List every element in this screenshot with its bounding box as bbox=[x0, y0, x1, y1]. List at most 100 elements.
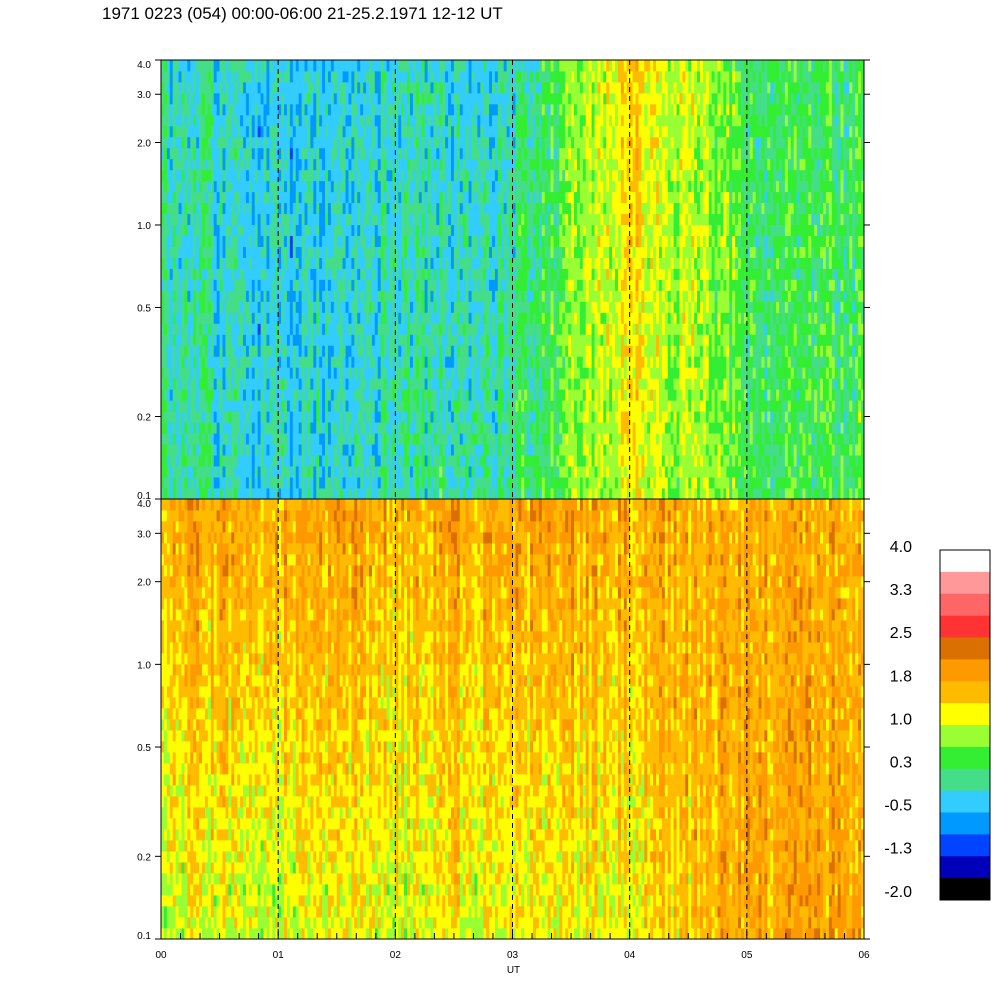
heatmap-cell bbox=[342, 246, 346, 258]
heatmap-cell bbox=[351, 114, 355, 127]
heatmap-cell bbox=[363, 378, 367, 390]
heatmap-cell bbox=[386, 257, 390, 269]
heatmap-cell bbox=[477, 125, 481, 138]
heatmap-cell bbox=[266, 202, 270, 215]
heatmap-cell bbox=[389, 345, 393, 357]
heatmap-cell bbox=[304, 180, 308, 193]
heatmap-cell bbox=[172, 169, 177, 182]
heatmap-cell bbox=[512, 290, 516, 302]
heatmap-cell bbox=[395, 444, 399, 456]
heatmap-cell bbox=[521, 345, 525, 357]
heatmap-cell bbox=[213, 213, 218, 226]
heatmap-cell bbox=[193, 433, 197, 445]
heatmap-cell bbox=[202, 488, 206, 500]
heatmap-cell bbox=[330, 477, 335, 489]
heatmap-cell bbox=[436, 301, 440, 313]
heatmap-cell bbox=[348, 213, 352, 226]
heatmap-cell bbox=[257, 246, 261, 258]
heatmap-cell bbox=[181, 81, 185, 94]
heatmap-cell bbox=[225, 279, 229, 291]
heatmap-cell bbox=[506, 235, 510, 247]
heatmap-cell bbox=[348, 202, 352, 215]
heatmap-cell bbox=[243, 60, 247, 72]
heatmap-cell bbox=[442, 290, 446, 302]
heatmap-cell bbox=[401, 136, 405, 149]
heatmap-cell bbox=[325, 455, 329, 467]
heatmap-cell bbox=[421, 345, 426, 357]
heatmap-cell bbox=[368, 147, 373, 160]
heatmap-cell bbox=[322, 422, 326, 434]
heatmap-cell bbox=[327, 433, 332, 445]
heatmap-cell bbox=[172, 213, 177, 226]
heatmap-cell bbox=[357, 125, 361, 138]
heatmap-cell bbox=[389, 466, 393, 478]
heatmap-cell bbox=[450, 444, 455, 456]
heatmap-cell bbox=[380, 323, 385, 335]
heatmap-cell bbox=[237, 246, 241, 258]
heatmap-cell bbox=[330, 367, 335, 379]
heatmap-cell bbox=[204, 389, 209, 401]
heatmap-cell bbox=[237, 356, 241, 368]
heatmap-cell bbox=[360, 81, 364, 94]
heatmap-cell bbox=[202, 103, 206, 116]
heatmap-cell bbox=[424, 81, 428, 94]
heatmap-cell bbox=[442, 411, 446, 423]
heatmap-cell bbox=[439, 477, 443, 489]
heatmap-cell bbox=[415, 323, 420, 335]
heatmap-cell bbox=[489, 301, 493, 313]
heatmap-cell bbox=[345, 114, 349, 127]
heatmap-cell bbox=[494, 125, 499, 138]
heatmap-cell bbox=[275, 334, 279, 346]
heatmap-cell bbox=[257, 455, 261, 467]
heatmap-cell bbox=[304, 125, 308, 138]
heatmap-cell bbox=[351, 169, 355, 182]
heatmap-cell bbox=[202, 455, 206, 467]
heatmap-cell bbox=[225, 268, 229, 280]
heatmap-cell bbox=[483, 224, 487, 237]
heatmap-cell bbox=[392, 81, 396, 94]
heatmap-cell bbox=[292, 389, 297, 401]
heatmap-cell bbox=[336, 477, 341, 489]
heatmap-cell bbox=[193, 191, 197, 204]
heatmap-cell bbox=[480, 257, 484, 269]
heatmap-cell bbox=[477, 301, 481, 313]
heatmap-cell bbox=[448, 147, 452, 160]
heatmap-cell bbox=[486, 235, 490, 247]
heatmap-cell bbox=[377, 103, 382, 116]
heatmap-cell bbox=[172, 103, 177, 116]
heatmap-cell bbox=[263, 81, 267, 94]
heatmap-cell bbox=[275, 323, 279, 335]
heatmap-cell bbox=[521, 290, 525, 302]
heatmap-cell bbox=[433, 400, 437, 412]
heatmap-cell bbox=[240, 257, 244, 269]
heatmap-cell bbox=[240, 70, 244, 83]
heatmap-cell bbox=[404, 103, 408, 116]
heatmap-cell bbox=[295, 268, 300, 280]
heatmap-cell bbox=[515, 477, 519, 489]
heatmap-cell bbox=[439, 147, 443, 160]
heatmap-cell bbox=[360, 103, 364, 116]
heatmap-cell bbox=[228, 389, 232, 401]
heatmap-cell bbox=[512, 246, 516, 258]
heatmap-cell bbox=[380, 356, 385, 368]
heatmap-cell bbox=[465, 334, 469, 346]
heatmap-cell bbox=[190, 334, 194, 346]
heatmap-cell bbox=[266, 81, 270, 94]
heatmap-cell bbox=[374, 411, 379, 423]
heatmap-cell bbox=[190, 213, 194, 226]
heatmap-cell bbox=[524, 466, 528, 478]
heatmap-cell bbox=[313, 169, 317, 182]
heatmap-cell bbox=[492, 81, 496, 94]
heatmap-cell bbox=[327, 389, 332, 401]
heatmap-cell bbox=[477, 312, 481, 324]
heatmap-cell bbox=[330, 356, 335, 368]
heatmap-cell bbox=[421, 378, 426, 390]
heatmap-cell bbox=[319, 191, 323, 204]
heatmap-cell bbox=[263, 378, 267, 390]
heatmap-cell bbox=[178, 367, 182, 379]
heatmap-cell bbox=[216, 180, 220, 193]
heatmap-cell bbox=[207, 268, 212, 280]
heatmap-cell bbox=[210, 422, 215, 434]
heatmap-cell bbox=[424, 257, 428, 269]
heatmap-cell bbox=[386, 136, 390, 149]
